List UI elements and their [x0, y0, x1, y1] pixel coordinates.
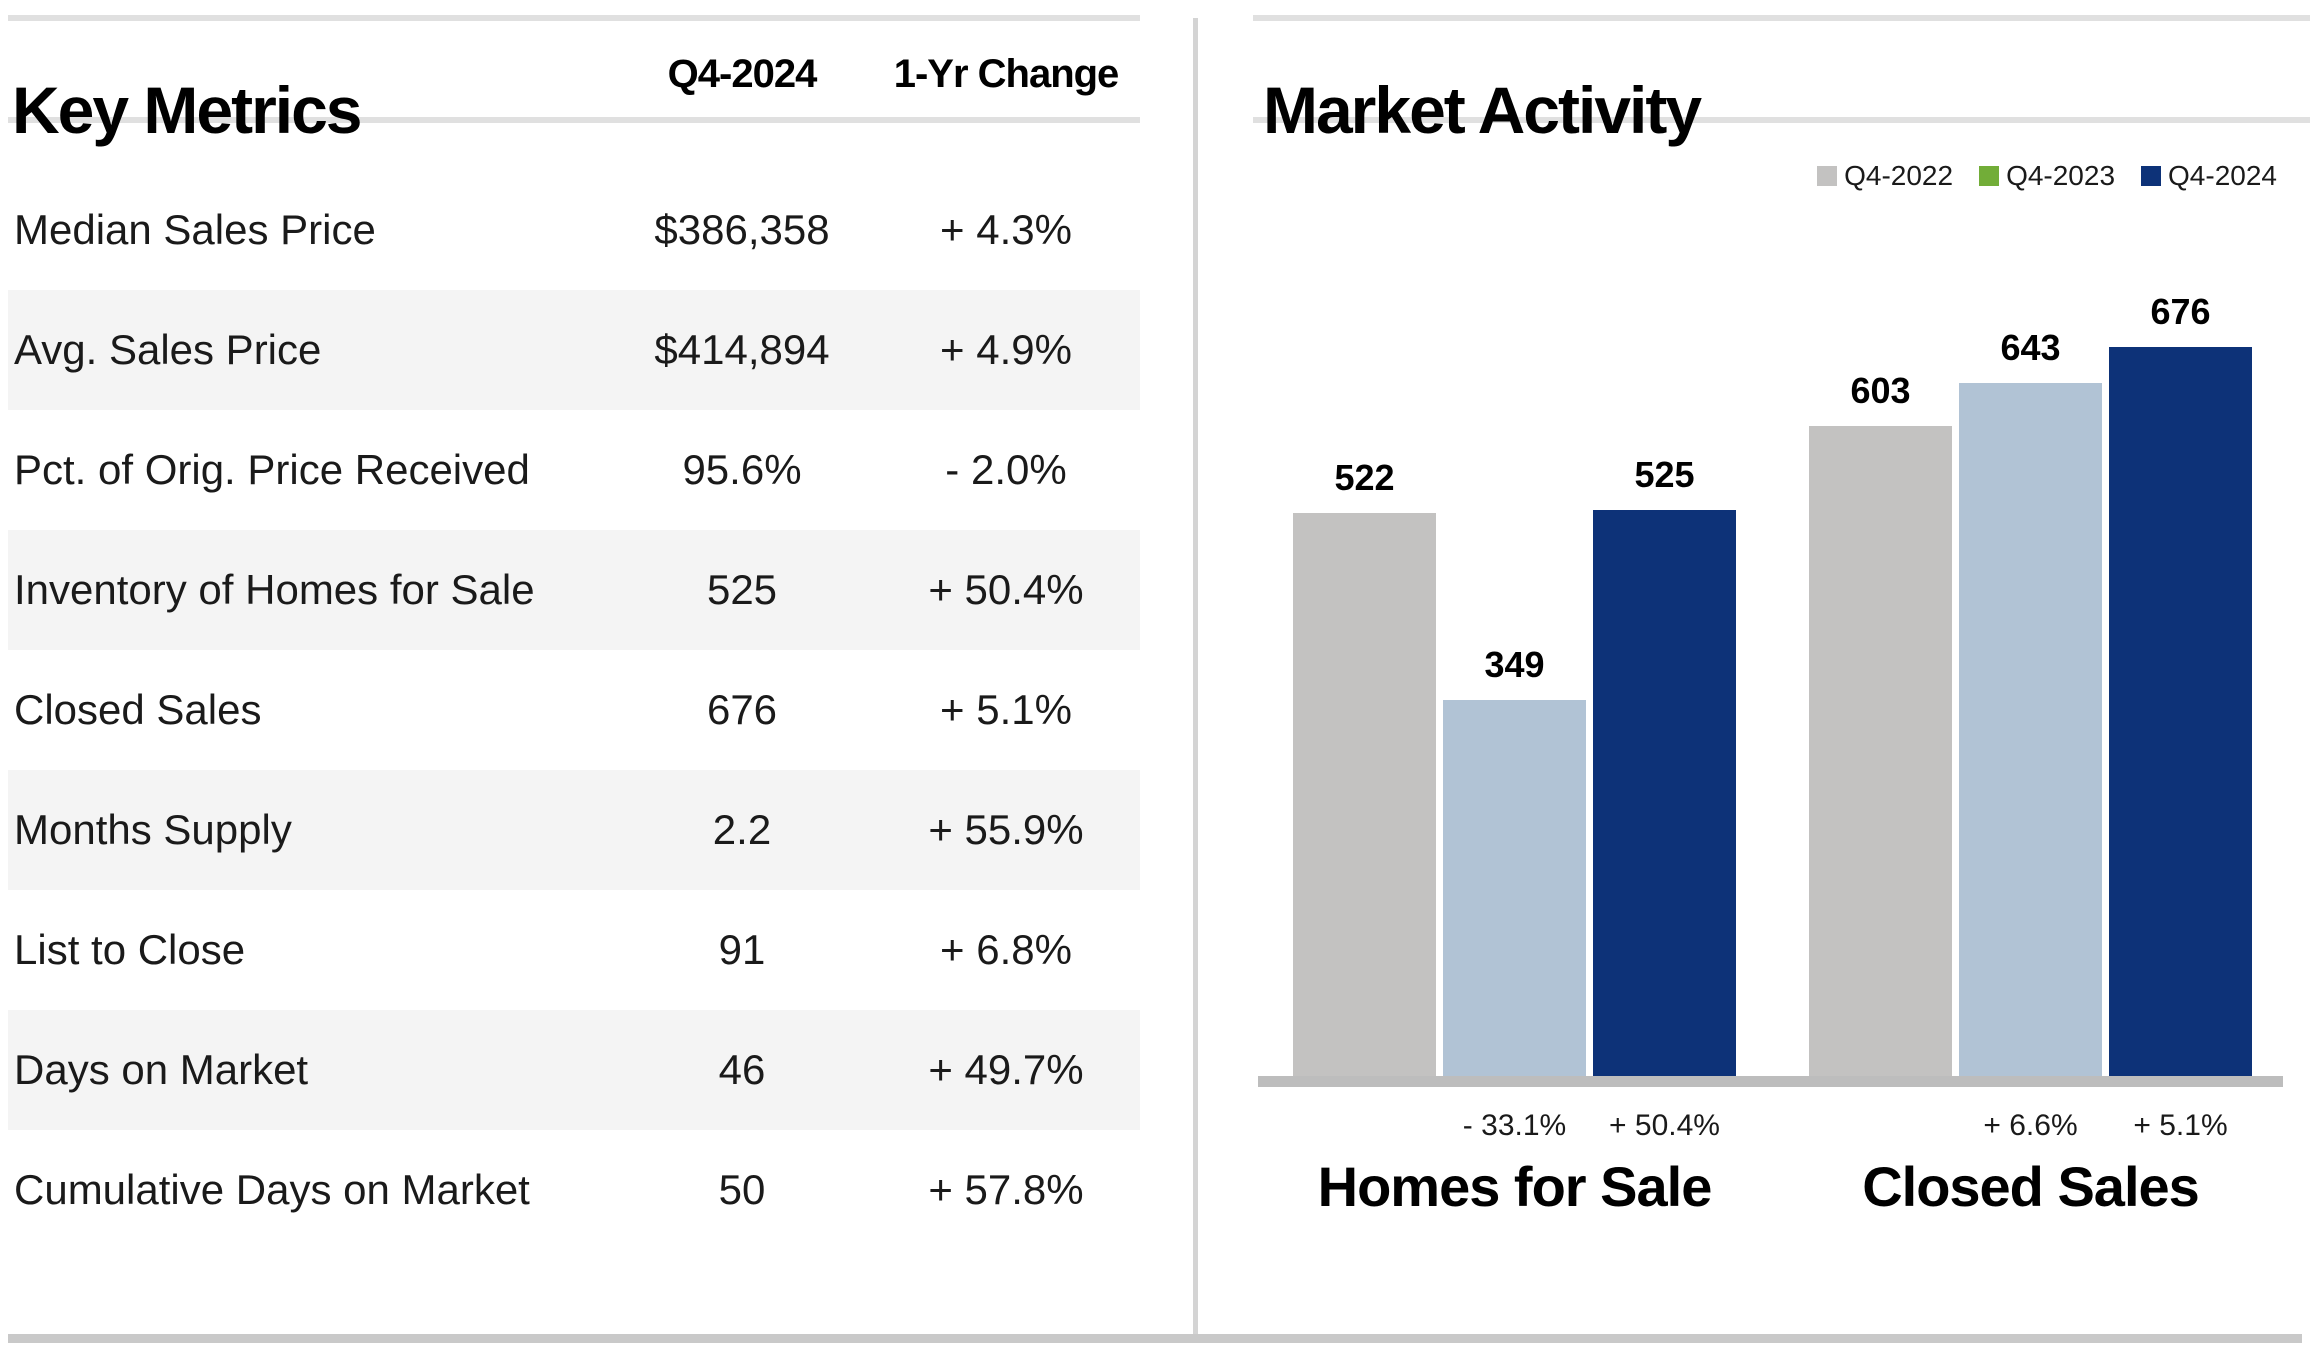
metric-value: $414,894: [654, 326, 830, 373]
metric-change: + 55.9%: [928, 806, 1084, 853]
metric-value: 525: [706, 566, 778, 613]
right-panel-top-rule: [1253, 15, 2310, 21]
left-panel-top-rule: [8, 15, 1140, 21]
metric-change: + 49.7%: [928, 1046, 1084, 1093]
metric-value: 676: [706, 686, 778, 733]
metric-label: Months Supply: [14, 806, 292, 853]
legend-label: Q4-2024: [2168, 160, 2277, 191]
pct-change-label: + 5.1%: [2133, 1109, 2228, 1142]
column-header-quarter: Q4-2024: [667, 52, 818, 96]
bar-q4-2024: 676: [2109, 291, 2252, 1076]
table-row: Days on Market 46 + 49.7%: [8, 1010, 1140, 1130]
market-activity-title: Market Activity: [1263, 73, 1702, 148]
pct-change-label: - 33.1%: [1462, 1109, 1567, 1142]
table-row: Pct. of Orig. Price Received 95.6% - 2.0%: [8, 410, 1140, 530]
category-label: Closed Sales: [1862, 1155, 2200, 1218]
metric-change: + 4.9%: [940, 326, 1072, 373]
bar-value-label: 676: [2150, 291, 2211, 332]
metric-value: 91: [718, 926, 766, 973]
bar-q4-2023: 349: [1443, 644, 1586, 1076]
table-row: Closed Sales 676 + 5.1%: [8, 650, 1140, 770]
bar-q4-2022: 522: [1293, 457, 1436, 1076]
chart-legend: Q4-2022 Q4-2023 Q4-2024: [1817, 160, 2277, 192]
bar-q4-2023: 643: [1959, 327, 2102, 1076]
panel-divider: [1193, 18, 1198, 1334]
metric-change: + 50.4%: [928, 566, 1084, 613]
legend-swatch-icon: [2141, 166, 2162, 186]
legend-item: Q4-2024: [2141, 160, 2277, 192]
legend-swatch-icon: [1979, 166, 2000, 186]
metric-label: Avg. Sales Price: [14, 326, 322, 373]
bar-q4-2022: 603: [1809, 370, 1952, 1076]
metric-value: 95.6%: [682, 446, 802, 493]
legend-label: Q4-2023: [2006, 160, 2116, 191]
metric-label: Cumulative Days on Market: [14, 1166, 530, 1213]
metric-value: 46: [718, 1046, 766, 1093]
metric-label: Closed Sales: [14, 686, 262, 733]
metric-change: + 4.3%: [940, 206, 1072, 253]
metric-label: Inventory of Homes for Sale: [14, 566, 535, 613]
bar-value-label: 603: [1850, 370, 1911, 411]
key-metrics-title: Key Metrics: [12, 73, 363, 148]
bar-value-label: 525: [1634, 454, 1695, 495]
table-row: List to Close 91 + 6.8%: [8, 890, 1140, 1010]
table-row: Months Supply 2.2 + 55.9%: [8, 770, 1140, 890]
table-row: Cumulative Days on Market 50 + 57.8%: [8, 1130, 1140, 1250]
table-row: Inventory of Homes for Sale 525 + 50.4%: [8, 530, 1140, 650]
key-metrics-table: Median Sales Price $386,358 + 4.3% Avg. Sal…: [8, 170, 1140, 1250]
metric-change: + 6.8%: [940, 926, 1072, 973]
pct-change-label: + 6.6%: [1983, 1109, 2078, 1142]
metric-label: Median Sales Price: [14, 206, 376, 253]
left-panel-header-rule: [8, 117, 1140, 123]
metric-value: 2.2: [712, 806, 772, 853]
metric-label: Pct. of Orig. Price Received: [14, 446, 530, 493]
bar-group: 522 349 525 - 33.1% + 50.4% Homes for Sale: [1293, 454, 1736, 1218]
chart-baseline-axis: [1258, 1076, 2283, 1087]
legend-swatch-icon: [1817, 166, 1838, 186]
metric-change: - 2.0%: [945, 446, 1067, 493]
metric-change: + 57.8%: [928, 1166, 1084, 1213]
legend-item: Q4-2023: [1979, 160, 2115, 192]
bar-q4-2024: 525: [1593, 454, 1736, 1076]
legend-item: Q4-2022: [1817, 160, 1953, 192]
bar-value-label: 349: [1484, 644, 1545, 685]
table-row: Avg. Sales Price $414,894 + 4.9%: [8, 290, 1140, 410]
footer-bar: [8, 1334, 2302, 1343]
pct-change-label: + 50.4%: [1609, 1109, 1720, 1142]
metric-label: List to Close: [14, 926, 246, 973]
column-header-change: 1-Yr Change: [893, 52, 1120, 96]
bar-value-label: 643: [2000, 327, 2061, 368]
legend-label: Q4-2022: [1844, 160, 1954, 191]
metric-value: 50: [718, 1166, 766, 1213]
metric-label: Days on Market: [14, 1046, 309, 1093]
metric-change: + 5.1%: [940, 686, 1072, 733]
table-row: Median Sales Price $386,358 + 4.3%: [8, 170, 1140, 290]
category-label: Homes for Sale: [1317, 1155, 1713, 1218]
metric-value: $386,358: [654, 206, 830, 253]
right-panel-header-rule: [1253, 117, 2310, 123]
bar-group: 603 643 676 + 6.6% + 5.1% Closed Sales: [1809, 291, 2252, 1218]
bar-value-label: 522: [1334, 457, 1395, 498]
